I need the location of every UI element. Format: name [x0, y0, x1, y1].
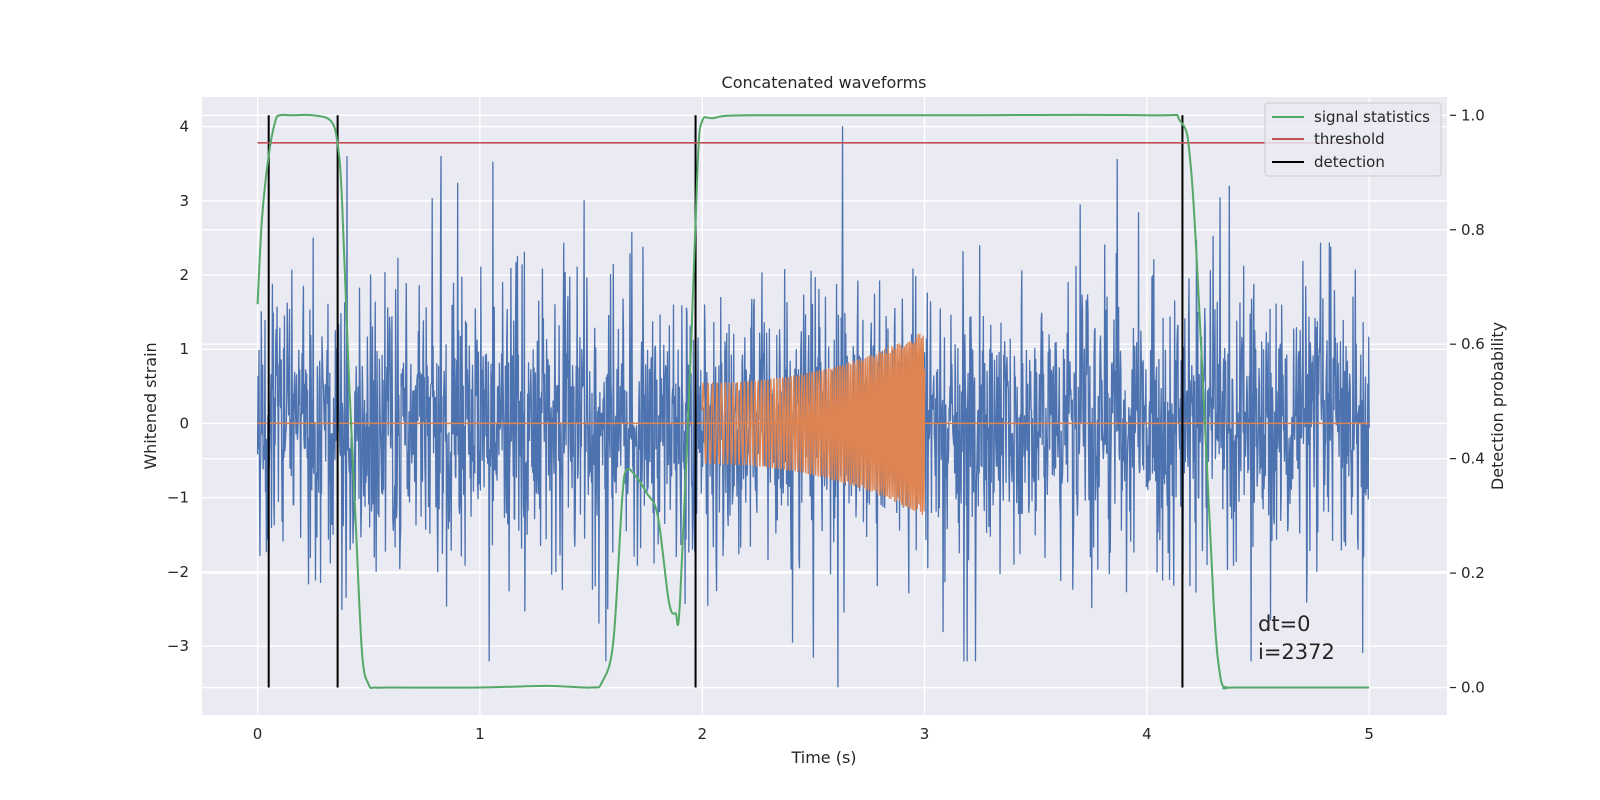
y2-tick-label: 1.0 [1461, 106, 1485, 124]
y-tick-label: −2 [167, 563, 189, 581]
y-tick-label: 1 [179, 340, 189, 358]
x-axis: 0 1 2 3 4 5 [253, 725, 1374, 743]
annotation: dt=0 i=2372 [1258, 612, 1335, 664]
y-tick-label: 3 [179, 192, 189, 210]
x-tick-label: 1 [475, 725, 485, 743]
y-axis-title: Whitened strain [141, 342, 160, 469]
y2-tick-label: 0.8 [1461, 221, 1485, 239]
annotation-i: i=2372 [1258, 640, 1335, 664]
y2-tick-label: 0.4 [1461, 450, 1485, 468]
legend-label-signal-statistics: signal statistics [1314, 108, 1430, 126]
legend-frame [1264, 102, 1442, 177]
noise-line [256, 126, 1370, 688]
series-injection [257, 333, 1370, 516]
annotation-dt: dt=0 [1258, 612, 1311, 636]
y-tick-label: 4 [179, 118, 189, 136]
legend-label-threshold: threshold [1314, 130, 1385, 148]
y-axis-right: 0.0 0.2 0.4 0.6 0.8 1.0 [1450, 106, 1485, 697]
y2-tick-label: 0.0 [1461, 679, 1485, 697]
x-tick-label: 3 [920, 725, 930, 743]
y-tick-label: 0 [179, 414, 189, 432]
y-tick-label: −3 [167, 637, 189, 655]
y-tick-label: 2 [179, 266, 189, 284]
series-signal-statistics [256, 113, 1370, 690]
y2-tick-label: 0.2 [1461, 564, 1485, 582]
chart-title: Concatenated waveforms [722, 73, 927, 92]
injection-chirp [701, 333, 926, 516]
y-axis-left: −3 −2 −1 0 1 2 3 4 [167, 118, 189, 655]
legend: signal statistics threshold detection [1264, 102, 1442, 177]
y2-axis-title: Detection probability [1488, 322, 1507, 490]
x-axis-title: Time (s) [790, 748, 856, 767]
y-tick-label: −1 [167, 489, 189, 507]
series-noise [256, 126, 1370, 688]
legend-label-detection: detection [1314, 153, 1385, 171]
y2-tick-label: 0.6 [1461, 335, 1485, 353]
x-tick-label: 4 [1142, 725, 1152, 743]
x-tick-label: 0 [253, 725, 263, 743]
x-tick-label: 2 [697, 725, 707, 743]
x-tick-label: 5 [1364, 725, 1374, 743]
signal-statistics-line [256, 113, 1370, 690]
